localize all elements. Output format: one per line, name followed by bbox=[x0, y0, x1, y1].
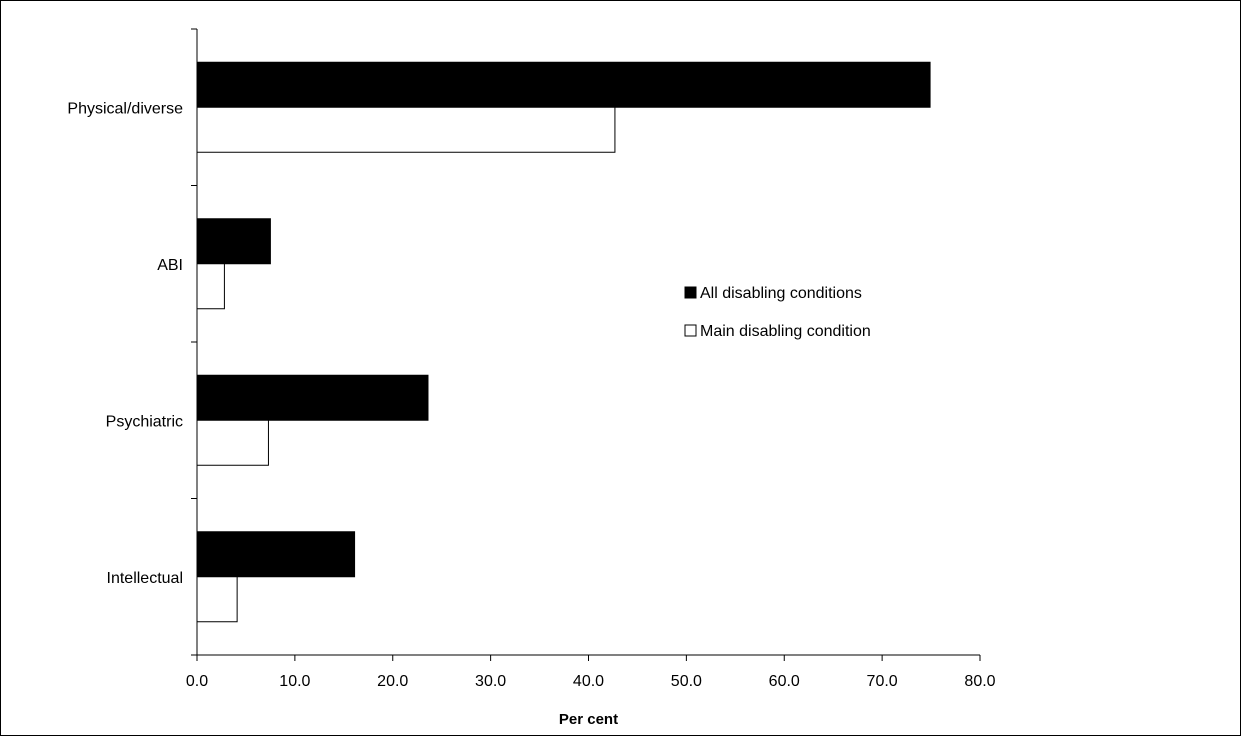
category-label: Physical/diverse bbox=[67, 100, 183, 117]
x-tick-label: 50.0 bbox=[671, 673, 702, 690]
labels-group: Physical/diverse ABI Psychiatric Intellectu… bbox=[67, 100, 995, 690]
x-tick-label: 80.0 bbox=[964, 673, 995, 690]
x-tick-label: 20.0 bbox=[377, 673, 408, 690]
category-label: ABI bbox=[157, 257, 183, 274]
x-tick-label: 30.0 bbox=[475, 673, 506, 690]
legend-label: Main disabling condition bbox=[700, 323, 871, 340]
bar-physical-diverse-series-2 bbox=[196, 106, 616, 153]
legend-label: All disabling conditions bbox=[700, 285, 862, 302]
x-tick-label: 60.0 bbox=[769, 673, 800, 690]
x-tick-label: 70.0 bbox=[867, 673, 898, 690]
bar-intellectual-series-2 bbox=[196, 576, 238, 623]
bar-abi-series-2 bbox=[196, 263, 225, 310]
x-tick-label: 0.0 bbox=[186, 673, 208, 690]
x-tick-label: 40.0 bbox=[573, 673, 604, 690]
bar-psychiatric-series-2 bbox=[196, 419, 269, 466]
bar-abi-series-1 bbox=[196, 218, 271, 265]
x-axis-title: Per cent bbox=[559, 711, 618, 728]
legend: All disabling conditions Main disabling c… bbox=[684, 285, 871, 340]
bar-psychiatric-series-1 bbox=[196, 374, 429, 421]
category-label: Intellectual bbox=[107, 570, 184, 587]
bar-intellectual-series-1 bbox=[196, 531, 356, 578]
axes-group bbox=[191, 28, 981, 661]
bar-physical-diverse-series-1 bbox=[196, 61, 931, 108]
category-label: Psychiatric bbox=[106, 413, 183, 430]
bars-group bbox=[196, 61, 931, 623]
x-tick-label: 10.0 bbox=[279, 673, 310, 690]
legend-swatch bbox=[684, 324, 697, 337]
legend-swatch bbox=[684, 286, 697, 299]
